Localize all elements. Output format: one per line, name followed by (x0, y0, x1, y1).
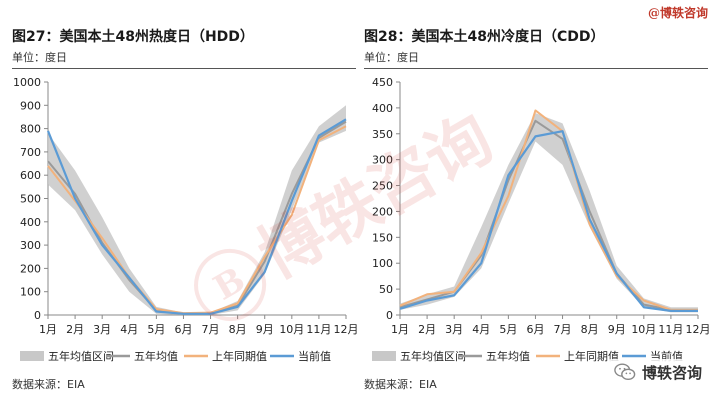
y-tick-label: 250 (372, 180, 393, 193)
cdd-chart-title: 图28：美国本土48州冷度日（CDD） (364, 29, 605, 45)
x-tick-label: 5月 (499, 323, 517, 336)
y-tick-label: 200 (372, 205, 393, 218)
cdd-chart: 0 50 100 150 200 250 300 350 400 450 1月 2月 3月 4月 5月 6月 7… (372, 76, 711, 363)
hdd-chart-title: 图27：美国本土48州热度日（HDD） (12, 29, 254, 45)
y-tick-label: 0 (34, 309, 41, 322)
x-tick-label: 10月 (279, 323, 304, 336)
y-tick-label: 100 (372, 257, 393, 270)
x-tick-label: 3月 (445, 323, 463, 336)
y-tick-label: 500 (20, 193, 41, 206)
x-tick-label: 4月 (472, 323, 490, 336)
hdd-source: 数据来源：EIA (12, 378, 85, 391)
hdd-unit-label: 单位：度日 (12, 51, 67, 64)
legend-range-swatch (372, 351, 396, 361)
y-tick-label: 1000 (13, 76, 41, 89)
y-tick-label: 0 (386, 309, 393, 322)
x-tick-label: 2月 (66, 323, 84, 336)
x-tick-label: 12月 (686, 323, 711, 336)
five-year-range-band (48, 105, 346, 315)
x-tick-label: 9月 (256, 323, 274, 336)
last-year-line (399, 109, 698, 311)
x-tick-label: 8月 (229, 323, 247, 336)
x-tick-label: 8月 (581, 323, 599, 336)
legend-range-label: 五年均值区间 (400, 349, 466, 363)
y-tick-label: 100 (20, 286, 41, 299)
x-tick-label: 6月 (526, 323, 544, 336)
hdd-title-rule (12, 68, 356, 69)
legend-range-label: 五年均值区间 (48, 349, 114, 363)
legend-range-swatch (20, 351, 44, 361)
legend-last-year-label: 上年同期值 (212, 349, 267, 363)
y-tick-label: 800 (20, 123, 41, 136)
legend-average-label: 五年均值 (486, 349, 530, 363)
hdd-panel: 图27：美国本土48州热度日（HDD） 单位：度日 0 100 200 300 400 5… (8, 0, 360, 405)
x-tick-label: 1月 (391, 323, 409, 336)
x-tick-label: 1月 (39, 323, 57, 336)
y-tick-label: 400 (20, 216, 41, 229)
y-tick-label: 900 (20, 99, 41, 112)
x-tick-label: 3月 (93, 323, 111, 336)
x-tick-label: 6月 (174, 323, 192, 336)
y-tick-label: 200 (20, 262, 41, 275)
x-tick-label: 5月 (147, 323, 165, 336)
x-tick-label: 4月 (120, 323, 138, 336)
x-tick-label: 12月 (334, 323, 359, 336)
cdd-panel: 图28：美国本土48州冷度日（CDD） 单位：度日 0 50 100 150 200 25… (360, 0, 712, 405)
y-tick-label: 50 (379, 283, 393, 296)
current-line (399, 130, 698, 312)
x-tick-label: 9月 (608, 323, 626, 336)
wechat-badge: 博轶咨询 (607, 359, 708, 385)
y-tick-label: 400 (372, 102, 393, 115)
legend-average-label: 五年均值 (134, 349, 178, 363)
x-tick-label: 7月 (554, 323, 572, 336)
brand-label: @博轶咨询 (647, 6, 708, 20)
y-tick-label: 600 (20, 169, 41, 182)
cdd-title-rule (364, 68, 708, 69)
cdd-unit-label: 单位：度日 (364, 51, 419, 64)
x-tick-label: 11月 (658, 323, 683, 336)
wechat-account-name: 博轶咨询 (641, 363, 702, 382)
y-tick-label: 700 (20, 146, 41, 159)
x-tick-label: 11月 (306, 323, 331, 336)
y-tick-label: 450 (372, 76, 393, 89)
y-tick-label: 300 (372, 154, 393, 167)
x-tick-label: 7月 (202, 323, 220, 336)
hdd-chart: 0 100 200 300 400 500 600 700 800 900 1000 1月 2月 3月 4月… (13, 76, 359, 363)
y-tick-label: 300 (20, 239, 41, 252)
legend-last-year-label: 上年同期值 (564, 349, 619, 363)
five-year-range-band (400, 113, 698, 313)
current-line (46, 118, 347, 315)
y-tick-label: 150 (372, 231, 393, 244)
legend-current-label: 当前值 (298, 349, 331, 363)
x-tick-label: 10月 (631, 323, 656, 336)
wechat-icon (614, 363, 636, 381)
cdd-source: 数据来源：EIA (364, 378, 437, 391)
x-tick-label: 2月 (418, 323, 436, 336)
y-tick-label: 350 (372, 128, 393, 141)
